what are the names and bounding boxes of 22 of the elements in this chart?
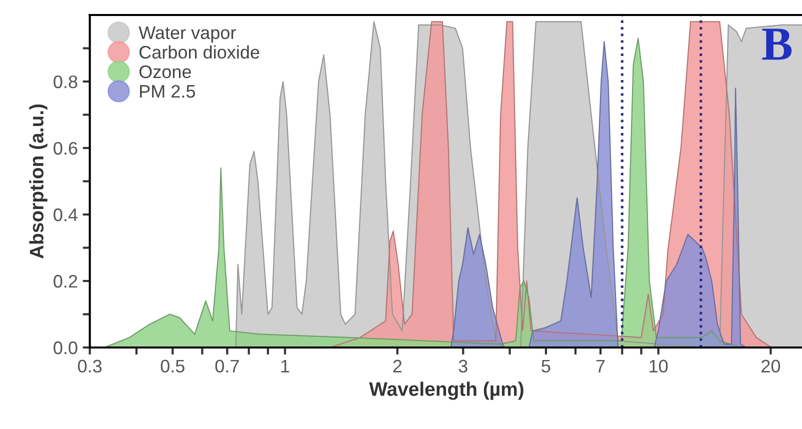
y-tick-label: 0.6	[54, 142, 78, 155]
y-tick-label: 0.0	[54, 341, 78, 354]
x-axis-title: Wavelength (µm)	[369, 382, 524, 400]
x-tick-label: 3	[458, 360, 468, 373]
y-tick-label: 0.8	[54, 75, 78, 88]
x-tick-label: 1	[281, 360, 290, 372]
x-tick-label: 0.3	[78, 360, 102, 373]
legend-label: Carbon dioxide	[139, 45, 260, 59]
x-tick-label: 0.5	[160, 360, 184, 373]
y-tick-label: 0.2	[54, 274, 78, 288]
x-tick-label: 20	[762, 360, 780, 373]
y-axis-title: Absorption (a.u.)	[29, 104, 48, 259]
legend-label: Ozone	[139, 65, 191, 78]
legend-label: Water vapor	[138, 26, 236, 43]
x-tick-label: 2	[393, 360, 402, 372]
x-tick-label: 0.7	[215, 360, 239, 373]
x-tick-label: 7	[596, 360, 605, 372]
y-tick-label: 0.4	[54, 208, 78, 222]
x-tick-label: 10	[650, 360, 668, 373]
x-tick-label: 5	[542, 360, 550, 373]
annotation: B	[762, 28, 792, 60]
legend-label: PM 2.5	[140, 84, 196, 98]
